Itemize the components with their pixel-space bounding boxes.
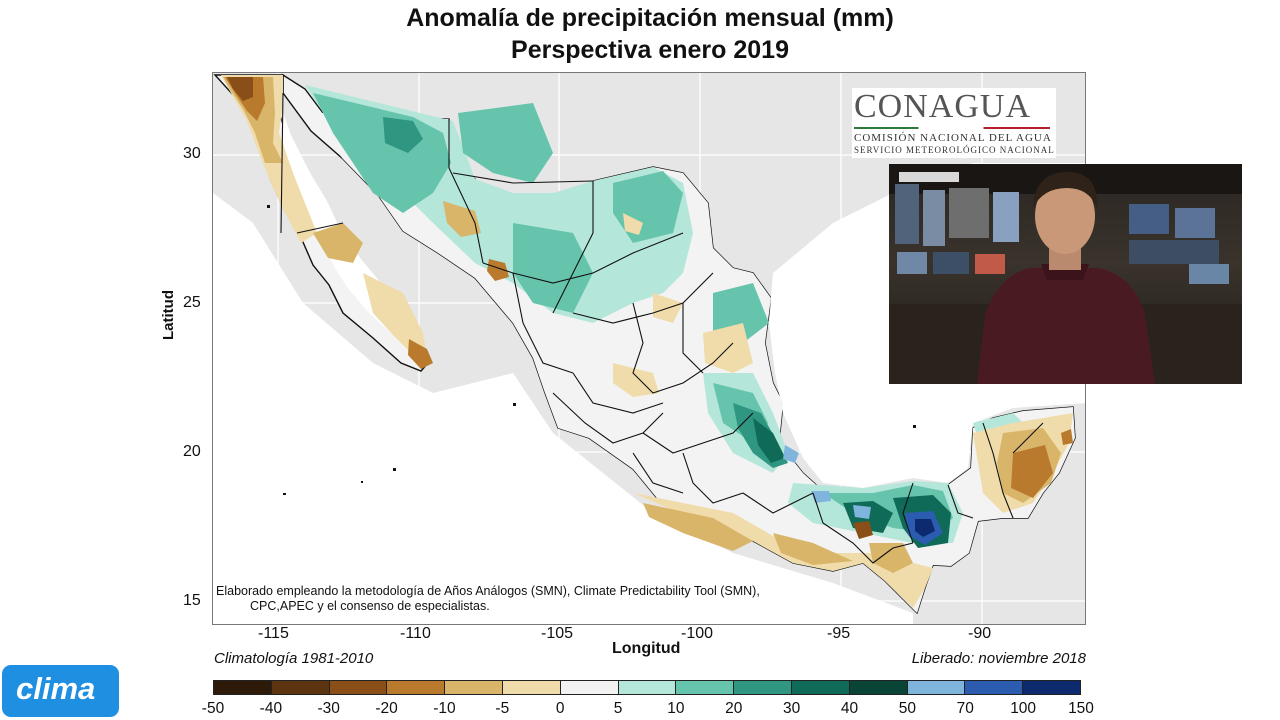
colorbar-cell (502, 681, 561, 694)
logo-name: CONAGUA (854, 88, 1031, 125)
colorbar-cell (329, 681, 388, 694)
presenter-face (1035, 178, 1095, 254)
colorbar-label: 10 (667, 700, 685, 717)
colorbar-label: 0 (555, 700, 565, 717)
colorbar-label: -5 (495, 700, 510, 717)
state-borders (280, 92, 1044, 564)
logo-flag-stripe (854, 127, 1050, 129)
lon-tick: -110 (400, 625, 431, 642)
lon-tick: -90 (968, 625, 992, 642)
colorbar-label: -50 (201, 700, 225, 717)
colorbar-cell (849, 681, 908, 694)
colorbar-label: 70 (956, 700, 974, 717)
colorbar-cell (791, 681, 850, 694)
climatology-label: Climatología 1981-2010 (214, 650, 374, 667)
colorbar-cell (445, 681, 503, 694)
lat-tick: 20 (183, 443, 201, 460)
presenter-sweater (977, 268, 1155, 384)
presenter-video (889, 164, 1242, 384)
map-svg (213, 73, 1085, 624)
negative-anomaly-areas (221, 75, 1073, 608)
x-axis-label: Longitud (612, 640, 681, 657)
colorbar-cell (387, 681, 446, 694)
release-label: Liberado: noviembre 2018 (911, 650, 1086, 667)
colorbar-label: 50 (898, 700, 917, 717)
colorbar (213, 680, 1081, 695)
colorbar-cell (618, 681, 677, 694)
logo-subtitle-2: SERVICIO METEOROLÓGICO NACIONAL (854, 145, 1055, 155)
islands (267, 205, 916, 495)
lon-tick: -95 (827, 625, 851, 642)
colorbar-cell (1023, 681, 1080, 694)
colorbar-cell (734, 681, 792, 694)
studio-light (899, 172, 959, 182)
lat-tick: 25 (183, 294, 201, 311)
y-axis-label: Latitud (160, 290, 177, 340)
lat-tick: 15 (183, 592, 201, 609)
map-title: Anomalía de precipitación mensual (mm) (406, 4, 894, 32)
colorbar-label: 20 (725, 700, 743, 717)
colorbar-cell (214, 681, 272, 694)
colorbar-label: 30 (783, 700, 801, 717)
colorbar-label: 100 (1010, 700, 1037, 717)
colorbar-label: 40 (840, 700, 859, 717)
note-line-1: Elaborado empleando la metodología de Añ… (216, 584, 760, 598)
colorbar-cell (560, 681, 619, 694)
note-line-2: CPC,APEC y el consenso de especialistas. (250, 599, 490, 613)
conagua-logo: CONAGUA COMISIÓN NACIONAL DEL AGUA SERVI… (852, 88, 1056, 158)
map-subtitle: Perspectiva enero 2019 (511, 36, 789, 64)
lon-tick: -105 (541, 625, 574, 642)
colorbar-label: 5 (613, 700, 623, 717)
colorbar-cell (271, 681, 330, 694)
colorbar-cell (907, 681, 966, 694)
colorbar-cell (676, 681, 735, 694)
colorbar-cell (965, 681, 1024, 694)
presenter-scene (889, 164, 1242, 384)
clima-logo-text: clima (16, 671, 96, 706)
colorbar-label: -20 (375, 700, 398, 717)
logo-subtitle: COMISIÓN NACIONAL DEL AGUA (854, 132, 1052, 144)
pacific-ocean (213, 193, 913, 624)
monitor-wall (895, 184, 1229, 284)
clima-logo: clima (2, 665, 119, 717)
positive-anomaly-areas (305, 85, 1033, 548)
colorbar-label: -10 (433, 700, 456, 717)
colorbar-label: -30 (317, 700, 340, 717)
colorbar-label: -40 (259, 700, 283, 717)
methodology-note: Elaborado empleando la metodología de Añ… (216, 584, 760, 614)
colorbar-label: 150 (1068, 700, 1094, 717)
left-margin (0, 0, 178, 720)
presenter-hair (1033, 172, 1098, 208)
lon-tick: -115 (258, 625, 289, 642)
lon-tick: -100 (681, 625, 714, 642)
lat-tick: 30 (183, 145, 201, 162)
